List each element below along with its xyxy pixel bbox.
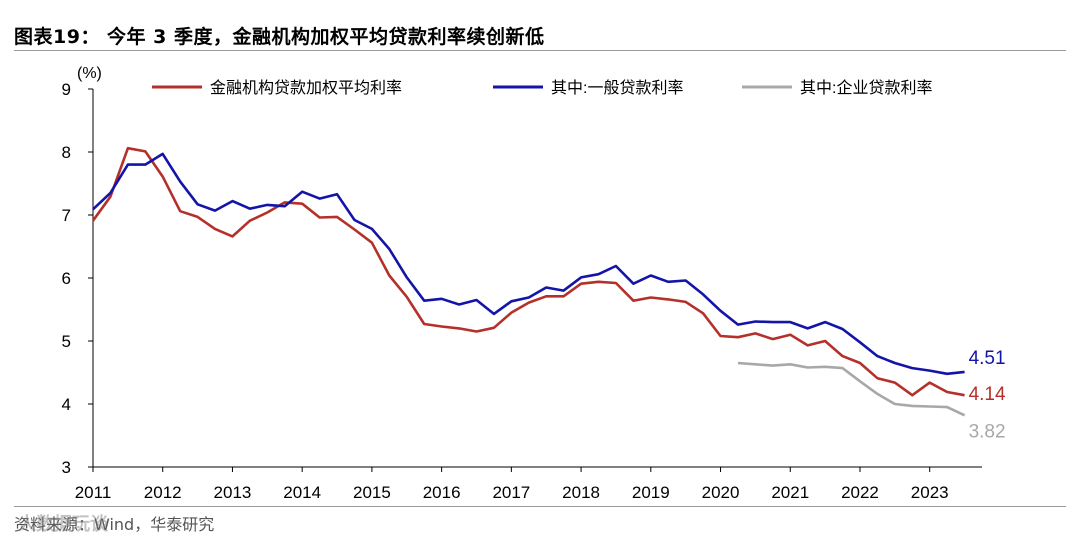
- series-end-label-1: 4.14: [969, 384, 1006, 405]
- title-divider: [14, 50, 1066, 51]
- figure-title: 图表19： 今年 3 季度，金融机构加权平均贷款利率续创新低: [14, 26, 545, 48]
- source-note: 资料来源：Wind，华泰研究: [14, 515, 215, 534]
- legend-label-1: 金融机构贷款加权平均利率: [210, 79, 402, 97]
- y-tick-label: 8: [62, 143, 71, 162]
- x-tick-label: 2023: [911, 483, 949, 502]
- x-tick-label: 2018: [562, 483, 600, 502]
- x-tick-label: 2017: [492, 483, 530, 502]
- legend-label-3: 其中:企业贷款利率: [800, 79, 932, 97]
- chart-axes: 3 4 5 6 7 8 9 (%) 2011 2012 2013 2014 2015 2016 2017 20…: [62, 65, 982, 502]
- watermark: 人数据玩谈: [18, 514, 108, 535]
- series-line-1: [91, 146, 965, 397]
- x-tick-label: 2014: [283, 483, 321, 502]
- series-end-label-2: 4.51: [969, 348, 1006, 369]
- x-tick-label: 2013: [214, 483, 252, 502]
- y-tick-label: 7: [62, 206, 71, 225]
- series-line-2: [92, 152, 965, 376]
- x-tick-label: 2021: [771, 483, 809, 502]
- x-tick-label: 2016: [423, 483, 461, 502]
- x-tick-label: 2011: [75, 483, 112, 502]
- series-end-label-3: 3.82: [969, 421, 1006, 442]
- y-tick-label: 6: [62, 269, 71, 288]
- x-tick-label: 2022: [841, 483, 879, 502]
- y-tick-label: 5: [62, 332, 71, 351]
- x-tick-label: 2019: [632, 483, 670, 502]
- x-tick-label: 2020: [702, 483, 740, 502]
- x-tick-label: 2015: [353, 483, 391, 502]
- y-tick-label: 3: [62, 458, 71, 477]
- chart-lines: [91, 146, 966, 417]
- y-axis-label: (%): [77, 65, 102, 82]
- legend-label-2: 其中:一般贷款利率: [551, 79, 683, 97]
- series-line-3: [737, 361, 966, 417]
- source-divider: [14, 506, 1066, 507]
- y-tick-label: 4: [62, 395, 71, 414]
- chart-end-labels: 4.14 4.51 3.82: [969, 348, 1006, 442]
- y-tick-label: 9: [62, 80, 71, 99]
- chart-legend: 金融机构贷款加权平均利率 其中:一般贷款利率 其中:企业贷款利率: [152, 79, 932, 97]
- x-tick-label: 2012: [144, 483, 182, 502]
